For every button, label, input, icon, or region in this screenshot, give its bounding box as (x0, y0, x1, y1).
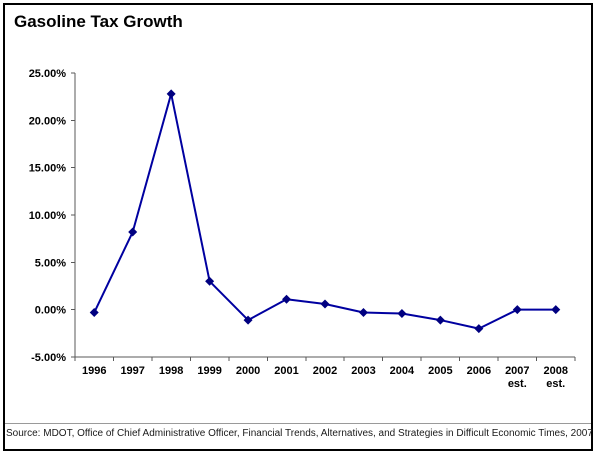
chart-title: Gasoline Tax Growth (14, 12, 183, 31)
data-point-marker (474, 324, 484, 334)
x-tick-label: 1996 (82, 365, 106, 377)
y-tick-label: 10.00% (29, 210, 67, 222)
data-point-marker (282, 294, 292, 304)
data-point-marker (128, 227, 138, 237)
y-tick-label: 5.00% (35, 257, 66, 269)
x-tick-label: 2001 (274, 365, 298, 377)
data-point-marker (358, 308, 368, 318)
data-point-marker (512, 305, 522, 315)
x-tick-label: 2007 est. (505, 365, 529, 390)
source-divider (5, 423, 591, 424)
x-tick-label: 2004 (390, 365, 415, 377)
x-tick-label: 2006 (467, 365, 491, 377)
x-tick-label: 2003 (351, 365, 375, 377)
data-point-marker (89, 308, 99, 318)
y-tick-label: 0.00% (35, 305, 66, 317)
x-tick-label: 2005 (428, 365, 452, 377)
y-tick-label: 15.00% (29, 163, 67, 175)
data-point-marker (397, 308, 407, 318)
x-tick-label: 2000 (236, 365, 260, 377)
data-point-marker (243, 315, 253, 325)
data-point-marker (435, 315, 445, 325)
x-tick-label: 1999 (197, 365, 221, 377)
x-tick-label: 1998 (159, 365, 183, 377)
y-tick-label: 20.00% (29, 115, 67, 127)
series-line (93, 92, 557, 330)
data-point-marker (320, 299, 330, 309)
x-tick-label: 2008 est. (544, 365, 568, 390)
chart-frame (3, 3, 593, 451)
data-point-marker (551, 305, 561, 315)
x-tick-label: 1997 (120, 365, 144, 377)
y-tick-label: 25.00% (29, 68, 67, 80)
data-point-marker (205, 276, 215, 286)
source-caption: Source: MDOT, Office of Chief Administra… (6, 428, 593, 439)
data-point-marker (166, 89, 176, 99)
y-tick-label: -5.00% (31, 352, 66, 364)
x-tick-label: 2002 (313, 365, 337, 377)
